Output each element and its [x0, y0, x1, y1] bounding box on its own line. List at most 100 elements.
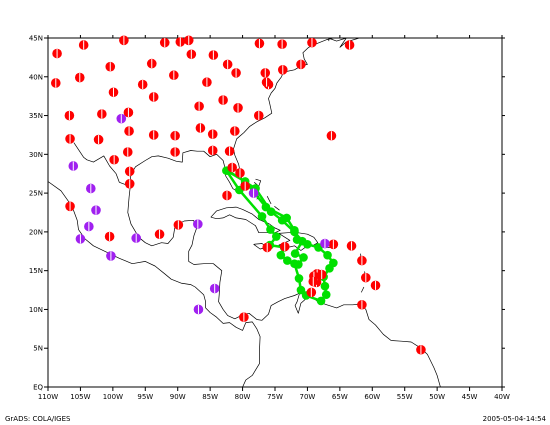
- track-point: [325, 264, 334, 273]
- station-marker-red: [306, 287, 317, 298]
- x-tick-label: 50W: [429, 393, 445, 401]
- station-marker-purple: [209, 283, 220, 294]
- station-marker-red: [229, 126, 240, 136]
- station-marker-red: [65, 134, 75, 144]
- station-marker-red: [194, 101, 204, 112]
- station-marker-red: [108, 87, 119, 98]
- track-point: [299, 253, 308, 262]
- station-marker-red: [357, 299, 367, 310]
- station-marker-red: [124, 126, 134, 136]
- station-marker-red: [233, 103, 243, 113]
- station-marker-red: [124, 179, 135, 189]
- station-marker-purple: [193, 219, 203, 229]
- station-marker-red: [344, 40, 355, 50]
- y-tick-label: 45N: [29, 35, 43, 43]
- station-marker-red: [262, 242, 273, 253]
- station-marker-red: [64, 110, 75, 121]
- station-marker-red: [357, 255, 367, 266]
- station-marker-red: [307, 37, 317, 48]
- station-marker-red: [227, 162, 237, 173]
- station-marker-red: [207, 129, 218, 139]
- track-point: [266, 225, 275, 234]
- station-marker-red: [119, 35, 129, 46]
- station-marker-layer: [50, 35, 426, 355]
- station-marker-red: [222, 59, 233, 70]
- x-tick-label: 105W: [70, 393, 90, 401]
- station-marker-red: [105, 61, 116, 72]
- x-tick-label: 100W: [103, 393, 123, 401]
- station-marker-red: [154, 229, 165, 240]
- station-marker-red: [207, 145, 218, 156]
- x-tick-label: 65W: [332, 393, 348, 401]
- x-tick-label: 85W: [202, 393, 218, 401]
- station-marker-red: [202, 77, 212, 88]
- station-marker-red: [52, 48, 62, 59]
- station-marker-red: [346, 241, 357, 251]
- footer-timestamp: 2005-05-04-14:54: [482, 415, 546, 423]
- y-tick-label: 25N: [29, 190, 43, 198]
- coastline-layer: [47, 37, 441, 388]
- station-marker-purple: [68, 161, 79, 171]
- axis-tick-labels: 110W 105W 100W 95W 90W 85W 80W 75W 70W 65W 60W 55W 5…: [29, 35, 510, 402]
- track-point: [290, 259, 299, 268]
- station-marker-red: [124, 166, 135, 177]
- station-marker-purple: [91, 205, 101, 215]
- station-marker-red: [208, 50, 219, 60]
- track-point: [290, 226, 299, 235]
- station-marker-red: [224, 146, 235, 157]
- station-marker-red: [148, 130, 159, 140]
- track-point: [320, 281, 330, 291]
- station-marker-red: [74, 72, 85, 83]
- station-marker-red: [104, 231, 115, 242]
- station-marker-red: [173, 220, 184, 230]
- station-marker-red: [277, 64, 288, 75]
- footer-credit: GrADS: COLA/IGES: [5, 415, 71, 423]
- station-marker-red: [231, 68, 241, 78]
- station-marker-red: [316, 269, 327, 280]
- track-point: [316, 296, 326, 306]
- station-marker-red: [416, 344, 426, 355]
- y-tick-label: 15N: [29, 267, 43, 275]
- station-marker-red: [254, 38, 265, 49]
- station-marker-purple: [320, 238, 330, 249]
- station-marker-red: [169, 70, 179, 81]
- station-marker-red: [239, 312, 249, 323]
- station-marker-red: [186, 49, 197, 60]
- station-marker-red: [122, 147, 133, 157]
- station-marker-purple: [116, 113, 127, 124]
- station-marker-red: [296, 59, 306, 70]
- x-tick-label: 40W: [494, 393, 510, 401]
- track-point: [257, 212, 267, 221]
- station-marker-red: [370, 280, 381, 291]
- station-marker-red: [148, 92, 159, 102]
- x-tick-label: 75W: [267, 393, 283, 401]
- y-tick-label: EQ: [33, 384, 43, 392]
- station-marker-red: [235, 168, 245, 178]
- track-point: [290, 249, 300, 258]
- station-marker-red: [50, 78, 61, 88]
- station-marker-red: [175, 37, 186, 47]
- track-point: [283, 256, 292, 265]
- track-point: [303, 239, 312, 249]
- station-marker-red: [195, 123, 206, 133]
- track-point: [323, 250, 332, 260]
- track-point: [321, 290, 331, 300]
- y-tick-label: 40N: [29, 73, 43, 81]
- station-marker-red: [260, 68, 271, 78]
- y-tick-label: 5N: [33, 345, 43, 353]
- station-marker-red: [279, 241, 290, 252]
- station-marker-red: [183, 35, 194, 46]
- x-tick-label: 55W: [397, 393, 413, 401]
- frame-and-ticks: [44, 35, 505, 391]
- station-marker-red: [328, 239, 339, 250]
- station-marker-purple: [84, 221, 94, 232]
- station-marker-red: [253, 110, 264, 121]
- x-tick-label: 95W: [137, 393, 153, 401]
- station-marker-purple: [106, 251, 116, 261]
- track-point: [261, 202, 271, 212]
- station-marker-red: [277, 39, 287, 50]
- track-point: [296, 285, 306, 295]
- y-tick-label: 30N: [29, 151, 43, 159]
- station-marker-red: [261, 77, 272, 88]
